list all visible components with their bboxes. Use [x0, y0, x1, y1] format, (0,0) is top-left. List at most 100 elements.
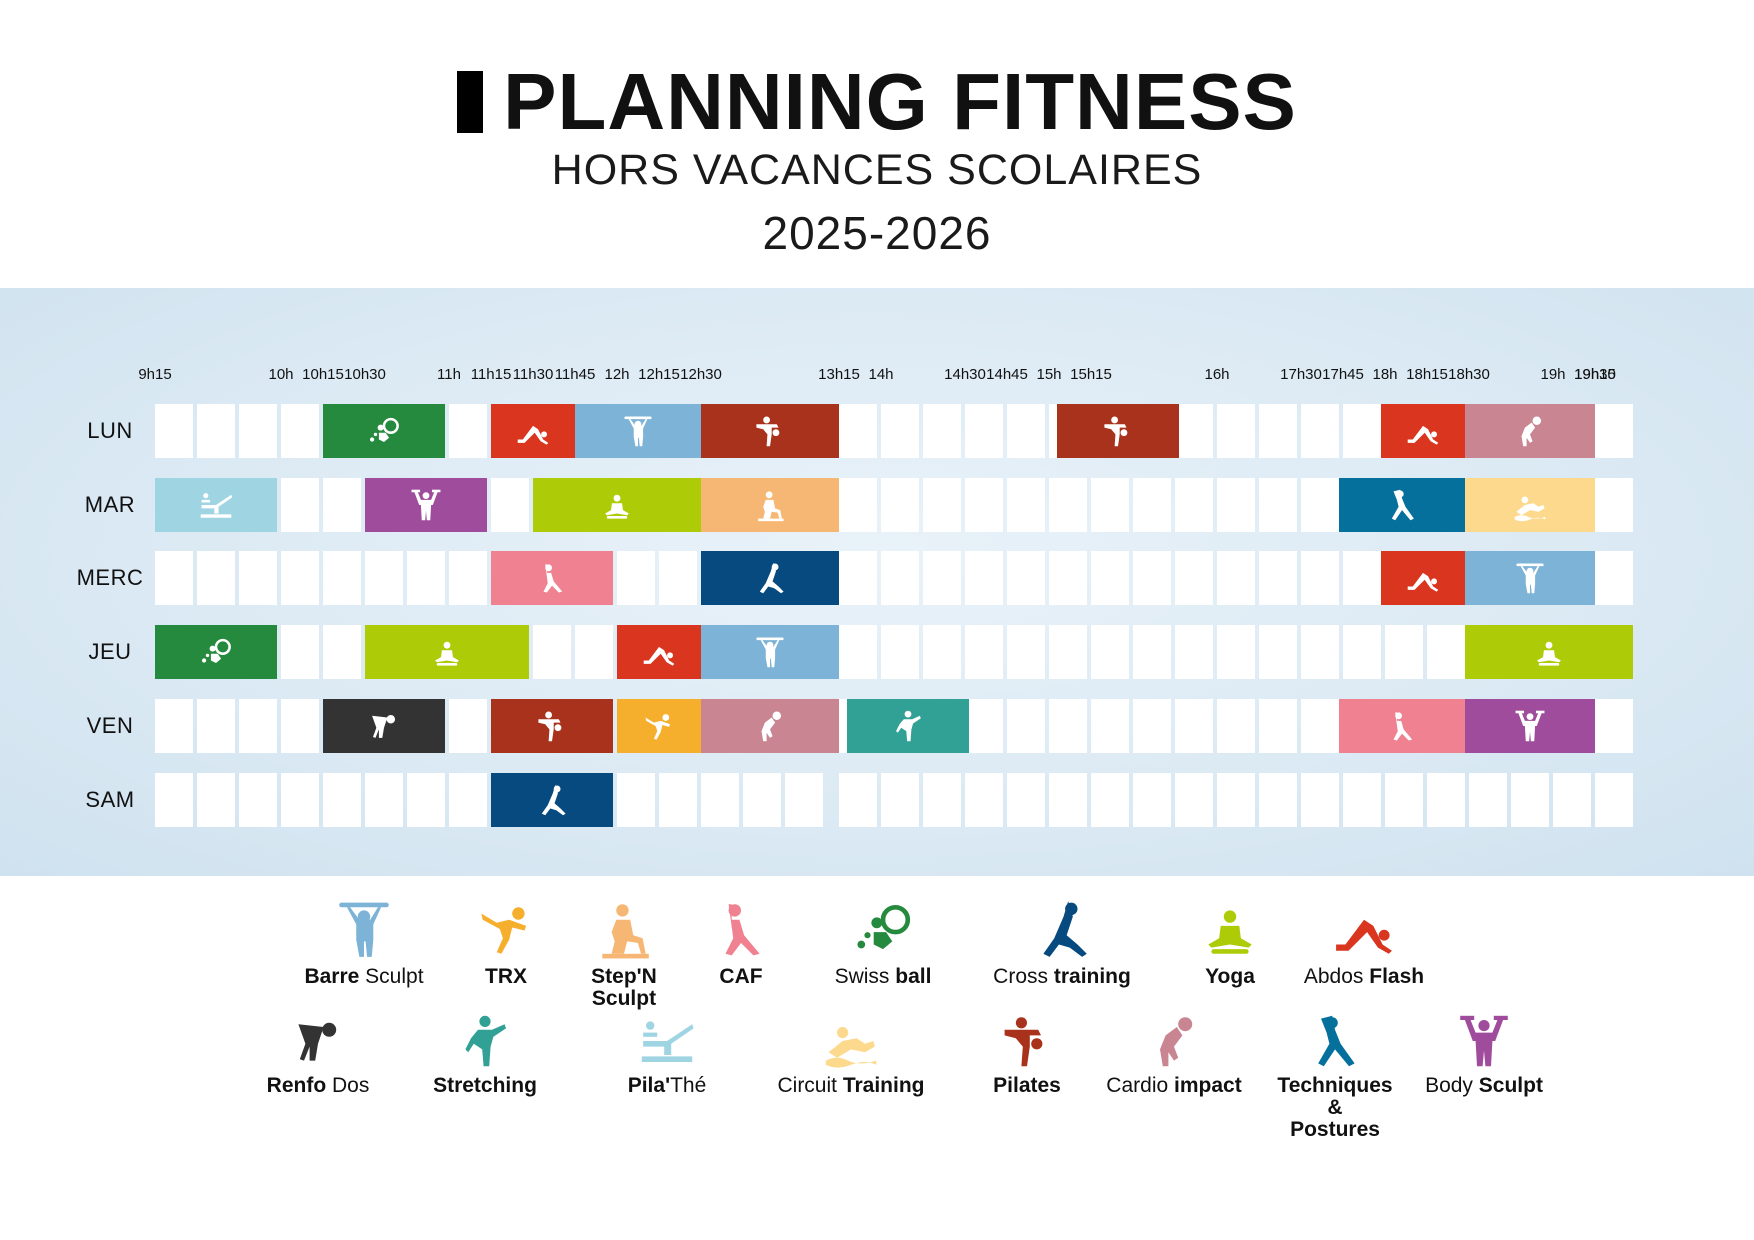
time-label: 19h	[1540, 366, 1566, 383]
time-label: 16h	[1204, 366, 1230, 383]
session-yoga[interactable]	[365, 625, 529, 679]
session-barre-sculpt[interactable]	[701, 625, 839, 679]
schedule-grid: LUN MAR MERC JEU VEN SAM 9h15 10h 10h15 10h30 11h 1…	[0, 288, 1754, 876]
grid-cell	[1091, 773, 1129, 827]
session-step-sculpt[interactable]	[701, 478, 839, 532]
grid-cell	[1133, 478, 1171, 532]
grid-cell	[1595, 773, 1633, 827]
grid-cell	[1091, 551, 1129, 605]
grid-cell	[1595, 478, 1633, 532]
grid-cell	[281, 625, 319, 679]
legend-label: Techniques & Postures	[1245, 1075, 1425, 1141]
legend-label-part: Techniques	[1277, 1074, 1393, 1097]
abdos-flash-icon	[642, 635, 676, 669]
grid-cell	[965, 625, 1003, 679]
time-label: 18h15	[1406, 366, 1448, 383]
grid-cell	[617, 773, 655, 827]
legend-label: Step'N Sculpt	[534, 966, 714, 1010]
grid-cell	[881, 773, 919, 827]
grid-cell	[1007, 699, 1045, 753]
session-trx[interactable]	[617, 699, 701, 753]
session-abdos-flash[interactable]	[1380, 551, 1465, 605]
legend-item-swiss-ball: Swiss ball	[793, 898, 973, 988]
grid-cell	[365, 773, 403, 827]
legend-label-part: &	[1327, 1096, 1343, 1119]
session-cross-training[interactable]	[491, 773, 613, 827]
legend-item-body-sculpt: Body Sculpt	[1394, 1013, 1574, 1097]
session-cross-training[interactable]	[701, 551, 839, 605]
session-pilates[interactable]	[1057, 404, 1180, 458]
time-label: 12h15	[638, 366, 680, 383]
legend-item-barre-sculpt: Barre Sculpt	[274, 898, 454, 988]
legend-label-part: Body	[1425, 1074, 1479, 1097]
grid-cell	[407, 551, 445, 605]
session-circuit-training[interactable]	[1464, 478, 1595, 532]
legend-label-part: Sculpt	[359, 965, 424, 988]
session-abdos-flash[interactable]	[617, 625, 701, 679]
session-pilates[interactable]	[491, 699, 613, 753]
session-pilathe[interactable]	[155, 478, 277, 532]
grid-cell	[281, 551, 319, 605]
legend-label: Stretching	[395, 1075, 575, 1097]
time-label: 13h15	[818, 366, 860, 383]
grid-cell	[1553, 773, 1591, 827]
session-body-sculpt[interactable]	[1464, 699, 1595, 753]
page-title: PLANNING FITNESS	[503, 57, 1297, 146]
session-pilates[interactable]	[701, 404, 839, 458]
session-swiss-ball[interactable]	[323, 404, 445, 458]
legend-label-part: Stretching	[433, 1074, 537, 1097]
grid-cell	[1091, 699, 1129, 753]
legend-item-pilates: Pilates	[937, 1013, 1117, 1097]
session-caf[interactable]	[491, 551, 613, 605]
legend-item-step-sculpt: Step'N Sculpt	[534, 898, 714, 1010]
grid-cell	[1175, 404, 1213, 458]
grid-cell	[839, 404, 877, 458]
legend-item-circuit-training: Circuit Training	[761, 1013, 941, 1097]
grid-cell	[239, 551, 277, 605]
grid-cell	[1259, 699, 1297, 753]
page-subtitle: HORS VACANCES SCOLAIRES	[551, 146, 1203, 194]
session-yoga[interactable]	[533, 478, 701, 532]
legend-label-part: TRX	[485, 965, 527, 988]
abdos-flash-icon	[516, 414, 550, 448]
legend-label-part: training	[1053, 965, 1131, 988]
pilathe-icon	[577, 1013, 757, 1069]
session-cardio-impact[interactable]	[701, 699, 839, 753]
barre-sculpt-icon	[274, 898, 454, 960]
cardio-impact-icon	[1513, 414, 1547, 448]
session-swiss-ball[interactable]	[155, 625, 277, 679]
cross-training-icon	[535, 783, 569, 817]
renfo-dos-icon	[367, 709, 401, 743]
session-cardio-impact[interactable]	[1464, 404, 1595, 458]
grid-cell	[281, 699, 319, 753]
header: PLANNING FITNESS HORS VACANCES SCOLAIRES…	[0, 0, 1754, 290]
grid-cell	[839, 478, 877, 532]
grid-cell	[1217, 404, 1255, 458]
grid-cell	[617, 551, 655, 605]
session-barre-sculpt[interactable]	[1464, 551, 1595, 605]
session-yoga[interactable]	[1464, 625, 1633, 679]
grid-cell	[323, 773, 361, 827]
grid-cell	[323, 478, 361, 532]
time-label: 11h15	[470, 366, 512, 383]
abdos-flash-icon	[1274, 898, 1454, 960]
session-renfo-dos[interactable]	[323, 699, 445, 753]
grid-cell	[1595, 699, 1633, 753]
session-caf[interactable]	[1338, 699, 1465, 753]
session-abdos-flash[interactable]	[491, 404, 575, 458]
grid-cell	[365, 551, 403, 605]
grid-cell	[1133, 551, 1171, 605]
session-techniques-postures[interactable]	[1338, 478, 1465, 532]
step-sculpt-icon	[753, 488, 787, 522]
time-label: 17h30	[1280, 366, 1322, 383]
session-body-sculpt[interactable]	[365, 478, 487, 532]
session-barre-sculpt[interactable]	[575, 404, 701, 458]
session-stretching[interactable]	[847, 699, 970, 753]
grid-cell	[1385, 625, 1423, 679]
grid-cell	[1217, 551, 1255, 605]
step-sculpt-icon	[534, 898, 714, 960]
grid-cell	[1049, 478, 1087, 532]
legend-label: Yoga	[1140, 966, 1320, 988]
session-abdos-flash[interactable]	[1380, 404, 1465, 458]
title-row: PLANNING FITNESS	[0, 62, 1754, 142]
